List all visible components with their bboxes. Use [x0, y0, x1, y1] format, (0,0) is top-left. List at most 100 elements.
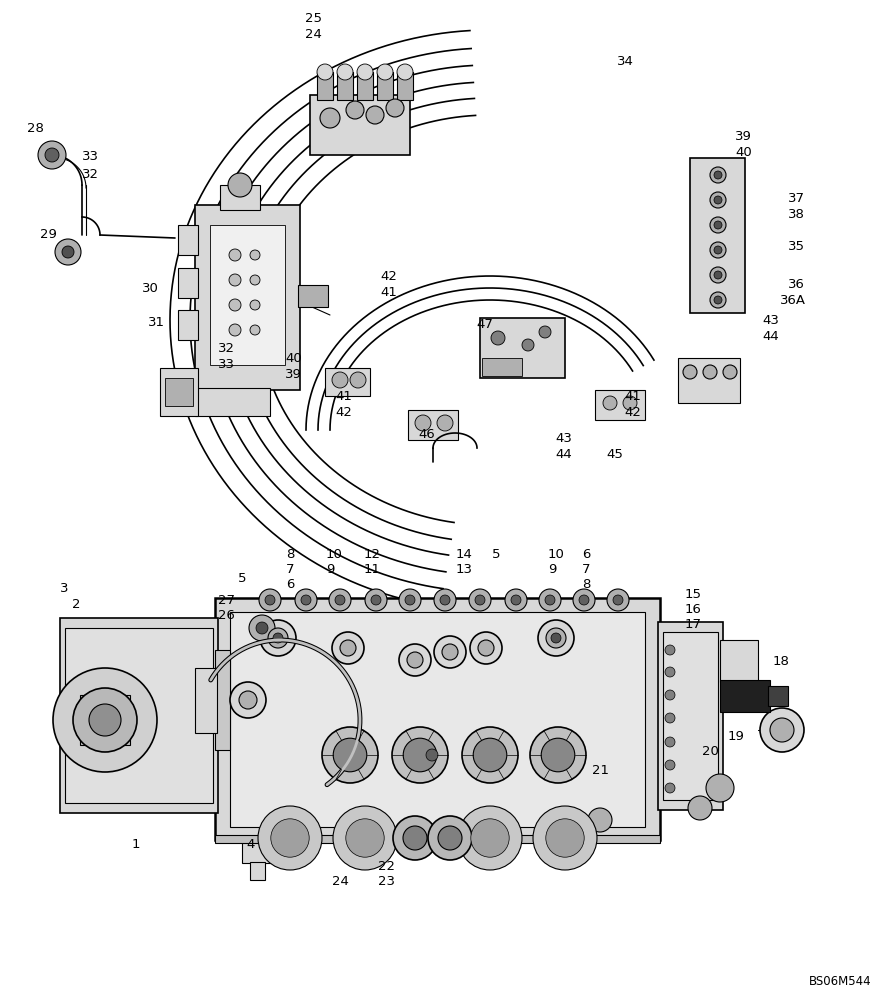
Text: 8: 8 [582, 578, 591, 591]
Circle shape [53, 668, 157, 772]
Text: 6: 6 [582, 548, 591, 561]
Circle shape [469, 589, 491, 611]
Circle shape [491, 331, 505, 345]
Text: 33: 33 [218, 358, 235, 371]
Text: 41: 41 [335, 390, 352, 403]
Circle shape [403, 826, 427, 850]
Circle shape [462, 727, 518, 783]
Text: 43: 43 [555, 432, 572, 445]
Circle shape [603, 396, 617, 410]
Text: 41: 41 [380, 286, 397, 299]
Circle shape [271, 819, 309, 857]
Bar [720, 680, 770, 712]
Circle shape [458, 806, 522, 870]
Text: 9: 9 [548, 563, 556, 576]
Bar [220, 185, 260, 210]
Circle shape [665, 645, 675, 655]
Circle shape [73, 688, 137, 752]
Circle shape [415, 415, 431, 431]
Bar [482, 358, 522, 376]
Circle shape [683, 365, 697, 379]
Circle shape [665, 667, 675, 677]
Circle shape [442, 644, 458, 660]
Circle shape [541, 738, 575, 772]
Circle shape [440, 595, 450, 605]
Circle shape [407, 652, 423, 668]
Circle shape [539, 326, 551, 338]
Circle shape [322, 727, 378, 783]
Text: 10: 10 [548, 548, 565, 561]
Circle shape [329, 589, 351, 611]
Text: 5: 5 [492, 548, 500, 561]
Circle shape [505, 589, 527, 611]
Text: 32: 32 [82, 168, 99, 181]
Text: 17: 17 [685, 618, 702, 631]
Text: 14: 14 [456, 548, 473, 561]
Circle shape [706, 774, 734, 802]
Text: 13: 13 [456, 563, 473, 576]
Bar [325, 368, 370, 396]
Circle shape [239, 691, 257, 709]
Circle shape [470, 632, 502, 664]
Bar [357, 72, 373, 100]
Circle shape [613, 595, 623, 605]
Text: 12: 12 [364, 548, 381, 561]
Text: 20: 20 [702, 745, 719, 758]
Circle shape [250, 300, 260, 310]
Circle shape [250, 325, 260, 335]
Circle shape [229, 274, 241, 286]
Circle shape [295, 589, 317, 611]
Circle shape [249, 615, 275, 641]
Circle shape [333, 806, 397, 870]
Circle shape [475, 595, 485, 605]
Bar [310, 95, 410, 155]
Circle shape [229, 324, 241, 336]
Bar [178, 310, 198, 340]
Circle shape [710, 267, 726, 283]
Bar [690, 158, 745, 313]
Circle shape [426, 749, 438, 761]
Circle shape [259, 589, 281, 611]
Text: 22: 22 [378, 860, 395, 873]
Circle shape [533, 806, 597, 870]
Circle shape [403, 738, 437, 772]
Circle shape [228, 173, 252, 197]
Circle shape [366, 106, 384, 124]
Circle shape [473, 738, 507, 772]
Bar [663, 632, 718, 800]
Circle shape [386, 99, 404, 117]
Bar [65, 628, 213, 803]
Bar [242, 838, 272, 863]
Circle shape [256, 622, 268, 634]
Text: 35: 35 [788, 240, 805, 253]
Circle shape [665, 713, 675, 723]
Circle shape [688, 796, 712, 820]
Circle shape [230, 682, 266, 718]
Circle shape [665, 783, 675, 793]
Bar [768, 686, 788, 706]
Text: 44: 44 [762, 330, 779, 343]
Circle shape [530, 727, 586, 783]
Text: 36A: 36A [780, 294, 806, 307]
Bar [480, 318, 565, 378]
Circle shape [229, 249, 241, 261]
Text: 23: 23 [378, 875, 395, 888]
Circle shape [332, 372, 348, 388]
Text: 18: 18 [773, 655, 790, 668]
Bar [397, 72, 413, 100]
Circle shape [437, 415, 453, 431]
Circle shape [665, 690, 675, 700]
Text: 21: 21 [592, 764, 609, 777]
Circle shape [250, 250, 260, 260]
Circle shape [250, 275, 260, 285]
Text: 45: 45 [606, 448, 623, 461]
Text: 3: 3 [60, 582, 68, 595]
Circle shape [545, 595, 555, 605]
Circle shape [710, 167, 726, 183]
Text: 15: 15 [685, 588, 702, 601]
Circle shape [260, 620, 296, 656]
Bar [250, 862, 265, 880]
Circle shape [714, 246, 722, 254]
Text: 19: 19 [728, 730, 745, 743]
Circle shape [760, 708, 804, 752]
